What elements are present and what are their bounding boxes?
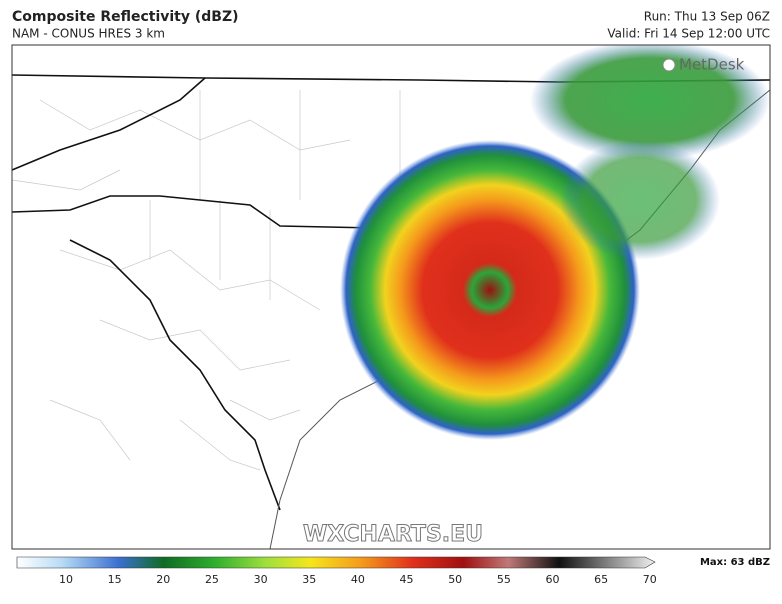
colorbar-tick-label: 10 xyxy=(59,573,73,586)
title: Composite Reflectivity (dBZ) xyxy=(12,9,239,25)
logo: MetDesk xyxy=(662,56,745,74)
logo-text: MetDesk xyxy=(679,56,745,74)
colorbar-tick-label: 45 xyxy=(400,573,414,586)
colorbar-tick-label: 15 xyxy=(108,573,122,586)
valid-time: Valid: Fri 14 Sep 12:00 UTC xyxy=(607,27,770,41)
colorbar-ticks: 10 15 20 25 30 35 40 45 50 55 60 65 70 xyxy=(59,573,657,586)
max-label: Max: 63 dBZ xyxy=(700,557,770,568)
rain-band xyxy=(530,45,770,160)
map: MetDesk WXCHARTS.EU xyxy=(12,45,770,549)
colorbar-tick-label: 65 xyxy=(594,573,608,586)
colorbar-tick-label: 50 xyxy=(448,573,462,586)
colorbar-tick-label: 70 xyxy=(643,573,657,586)
map-frame xyxy=(11,44,771,550)
watermark: WXCHARTS.EU xyxy=(303,522,483,547)
rain-band xyxy=(560,140,720,260)
colorbar-tick-label: 30 xyxy=(254,573,268,586)
colorbar-tick-label: 35 xyxy=(302,573,316,586)
colorbar-tick-label: 55 xyxy=(497,573,511,586)
run-time: Run: Thu 13 Sep 06Z xyxy=(644,10,770,24)
colorbar-tick-label: 60 xyxy=(546,573,560,586)
subtitle: NAM - CONUS HRES 3 km xyxy=(12,27,165,41)
colorbar-tick-label: 40 xyxy=(351,573,365,586)
colorbar xyxy=(16,556,656,569)
county-lines xyxy=(12,90,401,471)
colorbar-tick-label: 20 xyxy=(156,573,170,586)
colorbar-tick-label: 25 xyxy=(205,573,219,586)
